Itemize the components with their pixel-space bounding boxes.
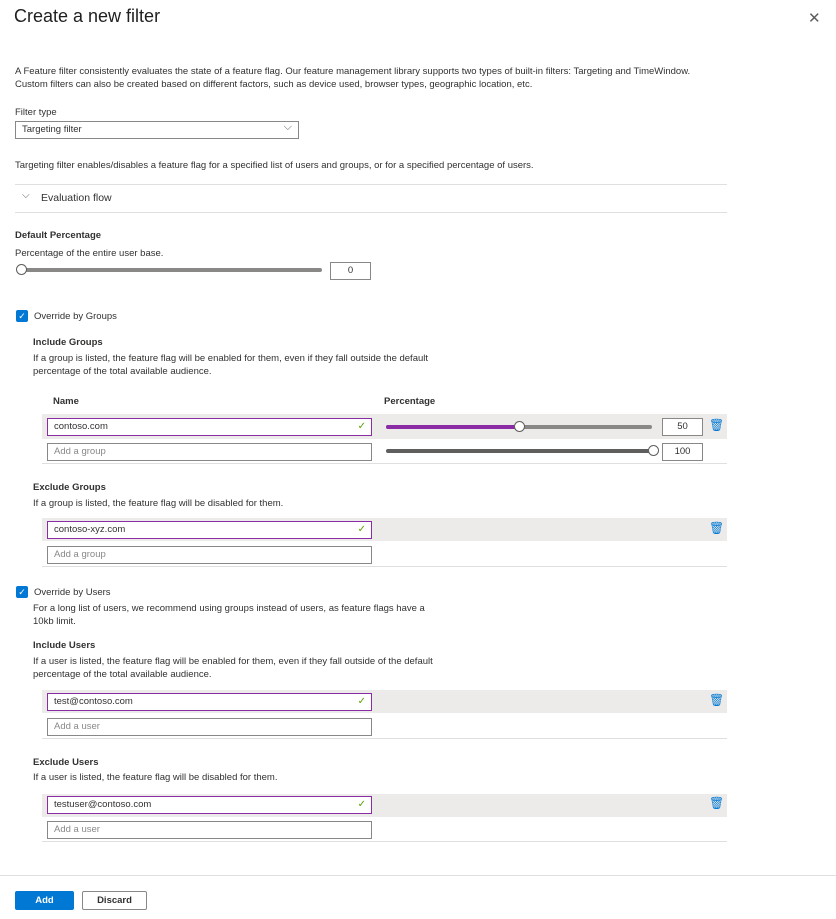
filter-type-dropdown[interactable]: Targeting filter ⌵	[15, 121, 299, 139]
divider	[42, 841, 727, 842]
check-icon: ✓	[357, 696, 366, 707]
default-percentage-slider[interactable]	[18, 268, 322, 272]
filter-type-value: Targeting filter	[22, 124, 82, 135]
footer-divider	[0, 875, 836, 876]
include-user-input[interactable]: test@contoso.com ✓	[47, 693, 372, 711]
group-name-value: contoso.com	[54, 421, 108, 432]
add-button[interactable]: Add	[15, 891, 74, 910]
add-exclude-group-input[interactable]: Add a group	[47, 546, 372, 564]
default-percentage-input[interactable]: 0	[330, 262, 371, 280]
trash-icon[interactable]: 🗑	[709, 521, 725, 535]
users-note: 10kb limit.	[33, 616, 76, 627]
group-name-input[interactable]: contoso.com ✓	[47, 418, 372, 436]
page-title: Create a new filter	[14, 6, 161, 26]
trash-icon[interactable]: 🗑	[709, 418, 725, 432]
include-groups-title: Include Groups	[33, 337, 103, 348]
include-users-title: Include Users	[33, 640, 96, 651]
targeting-description: Targeting filter enables/disables a feat…	[15, 160, 534, 171]
placeholder: Add a group	[54, 446, 106, 457]
add-group-percentage-slider[interactable]	[386, 449, 652, 453]
placeholder: Add a group	[54, 549, 106, 560]
override-users-checkbox[interactable]: ✓	[16, 586, 28, 598]
override-groups-checkbox[interactable]: ✓	[16, 310, 28, 322]
default-percentage-title: Default Percentage	[15, 230, 102, 241]
exclude-user-input[interactable]: testuser@contoso.com ✓	[47, 796, 372, 814]
description-line: A Feature filter consistently evaluates …	[15, 66, 691, 77]
description-line: Custom filters can also be created based…	[15, 79, 533, 90]
include-users-desc: percentage of the total available audien…	[33, 669, 212, 680]
include-groups-desc: percentage of the total available audien…	[33, 366, 212, 377]
close-icon[interactable]: ✕	[808, 10, 821, 27]
slider-thumb[interactable]	[648, 445, 659, 456]
slider-fill	[386, 425, 519, 429]
add-user-input[interactable]: Add a user	[47, 718, 372, 736]
exclude-groups-title: Exclude Groups	[33, 482, 106, 493]
trash-icon[interactable]: 🗑	[709, 796, 725, 810]
divider	[42, 463, 727, 464]
exclude-groups-desc: If a group is listed, the feature flag w…	[33, 498, 284, 509]
exclude-group-input[interactable]: contoso-xyz.com ✓	[47, 521, 372, 539]
exclude-users-desc: If a user is listed, the feature flag wi…	[33, 772, 278, 783]
evaluation-flow-toggle[interactable]: Evaluation flow	[41, 192, 112, 204]
divider	[15, 212, 727, 213]
user-name-value: test@contoso.com	[54, 696, 133, 707]
default-percentage-desc: Percentage of the entire user base.	[15, 248, 164, 259]
add-exclude-user-input[interactable]: Add a user	[47, 821, 372, 839]
slider-thumb[interactable]	[16, 264, 27, 275]
divider	[42, 566, 727, 567]
check-icon: ✓	[357, 421, 366, 432]
include-users-desc: If a user is listed, the feature flag wi…	[33, 656, 433, 667]
divider	[42, 738, 727, 739]
users-note: For a long list of users, we recommend u…	[33, 603, 425, 614]
override-users-label: Override by Users	[34, 587, 111, 598]
exclude-users-title: Exclude Users	[33, 757, 99, 768]
include-groups-desc: If a group is listed, the feature flag w…	[33, 353, 429, 364]
chevron-down-icon: ⌵	[283, 121, 292, 133]
trash-icon[interactable]: 🗑	[709, 693, 725, 707]
override-groups-label: Override by Groups	[34, 311, 117, 322]
add-group-input[interactable]: Add a group	[47, 443, 372, 461]
divider	[15, 184, 727, 185]
column-header-name: Name	[53, 396, 79, 407]
user-name-value: testuser@contoso.com	[54, 799, 152, 810]
chevron-down-icon[interactable]: ⌵	[22, 190, 30, 201]
add-group-percentage-input[interactable]: 100	[662, 443, 703, 461]
check-icon: ✓	[357, 799, 366, 810]
filter-type-label: Filter type	[15, 107, 57, 118]
group-name-value: contoso-xyz.com	[54, 524, 126, 535]
placeholder: Add a user	[54, 824, 100, 835]
check-icon: ✓	[357, 524, 366, 535]
slider-thumb[interactable]	[514, 421, 525, 432]
group-percentage-input[interactable]: 50	[662, 418, 703, 436]
column-header-percentage: Percentage	[384, 396, 436, 407]
discard-button[interactable]: Discard	[82, 891, 147, 910]
placeholder: Add a user	[54, 721, 100, 732]
